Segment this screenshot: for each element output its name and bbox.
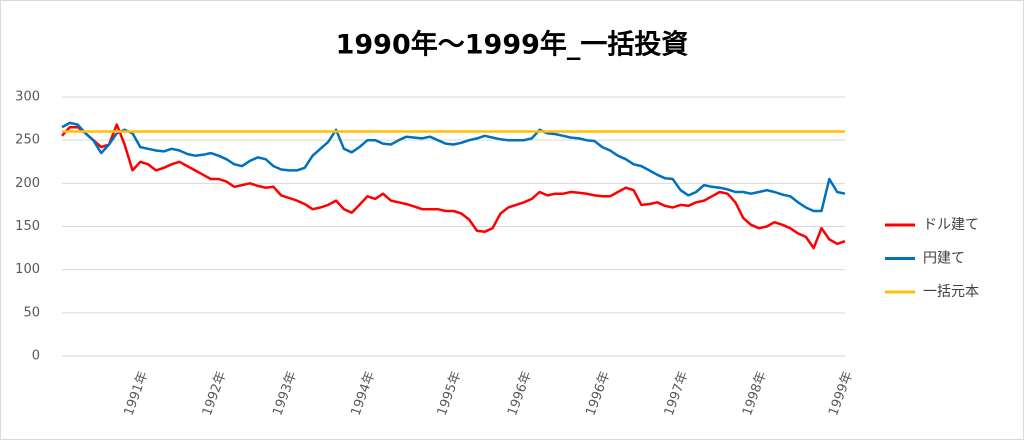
y-tick-label: 50 [23,305,40,320]
legend-label: 一括元本 [923,284,979,300]
chart-title: 1990年～1999年_一括投資 [336,29,689,61]
y-tick-label: 250 [15,133,40,148]
y-tick-label: 200 [15,176,40,191]
y-tick-label: 300 [15,90,40,105]
y-tick-label: 0 [32,349,40,364]
line-series [61,121,846,213]
legend-label: 円建て [923,251,965,267]
y-tick-label: 150 [15,219,40,234]
legend-label: ドル建て [923,217,979,233]
y-tick-label: 100 [15,262,40,277]
line-series [61,123,846,250]
